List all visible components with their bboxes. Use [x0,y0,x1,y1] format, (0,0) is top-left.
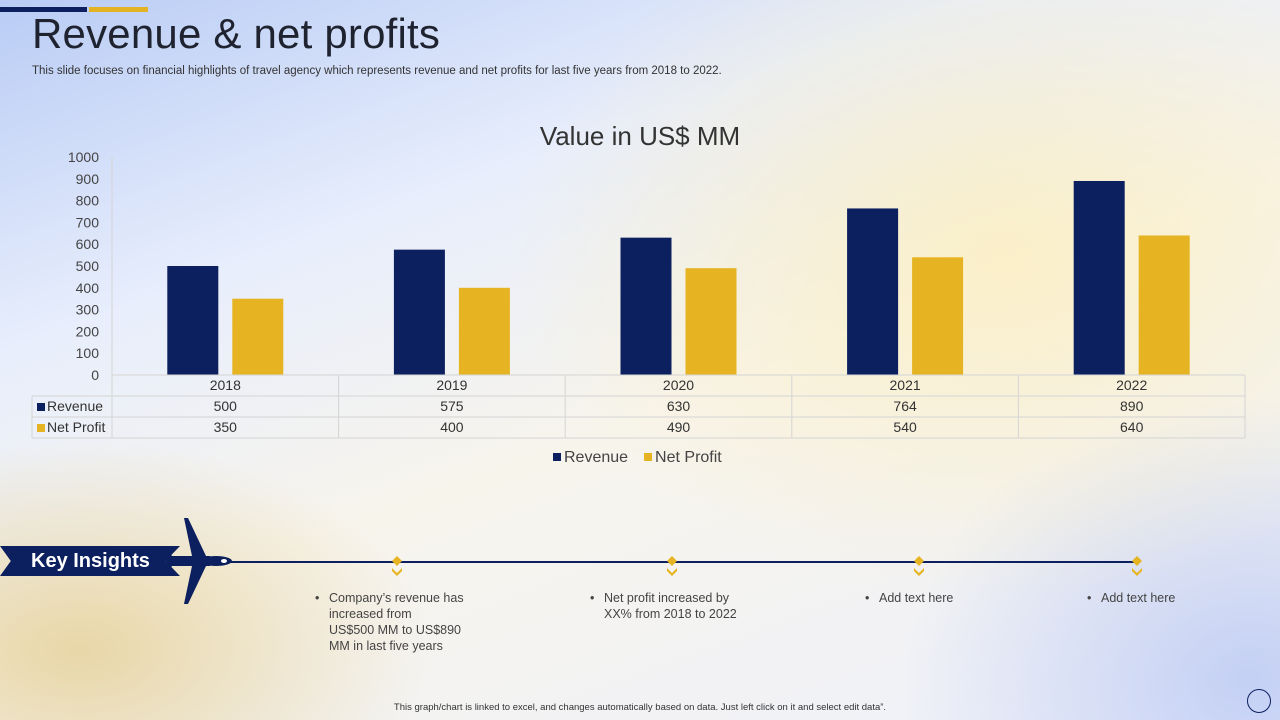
table-cell-revenue-2022: 890 [1120,398,1144,414]
top-accent-blue [0,7,87,12]
legend-key-net-profit [644,453,653,461]
legend-label-net-profit: Net Profit [655,449,722,466]
bar-net-profit-2020 [685,268,737,375]
category-label-2022: 2022 [1116,377,1147,393]
bar-revenue-2018 [167,266,219,375]
airplane-icon [162,518,232,604]
y-tick-label-7: 700 [76,214,100,230]
insight-2: • Net profit increased by XX% from 2018 … [590,591,737,621]
insight-1-line-4: MM in last five years [329,639,443,653]
category-label-2020: 2020 [663,377,694,393]
bar-revenue-2020 [620,237,672,375]
insight-2-line-1: Net profit increased by [604,591,730,605]
table-row-label-revenue: Revenue [47,398,103,414]
category-label-2021: 2021 [890,377,921,393]
bar-net-profit-2022 [1138,235,1190,375]
insight-1-line-2: increased from [329,607,412,621]
table-cell-net-profit-2018: 350 [214,419,238,435]
table-cell-net-profit-2019: 400 [440,419,464,435]
bar-revenue-2022 [1073,180,1125,375]
category-label-2018: 2018 [210,377,241,393]
top-accent-gold [89,7,148,12]
timeline-marker-3 [914,556,924,576]
insight-3-line-1: Add text here [879,591,954,605]
key-insights-banner: Key Insights [0,546,180,576]
y-tick-label-10: 1000 [68,149,99,165]
y-tick-label-2: 200 [76,323,100,339]
insight-4-line-1: Add text here [1101,591,1176,605]
table-key-revenue [37,403,45,411]
y-tick-label-9: 900 [76,171,100,187]
chart-title: Value in US$ MM [540,121,740,151]
table-cell-net-profit-2022: 640 [1120,419,1144,435]
page-subtitle: This slide focuses on financial highligh… [32,65,722,77]
timeline-marker-2 [667,556,677,576]
category-label-2019: 2019 [436,377,467,393]
insight-4: • Add text here [1087,591,1176,605]
insight-2-line-2: XX% from 2018 to 2022 [604,607,737,621]
table-cell-revenue-2018: 500 [214,398,238,414]
y-tick-label-5: 500 [76,258,100,274]
bar-net-profit-2021 [912,257,964,375]
table-key-net-profit [37,424,45,432]
timeline-line [225,561,1139,563]
y-tick-label-0: 0 [91,367,99,383]
page-indicator-circle [1247,689,1271,713]
insight-1-line-3: US$500 MM to US$890 [329,623,462,637]
bar-revenue-2019 [393,249,445,375]
legend-label-revenue: Revenue [564,449,628,466]
bar-net-profit-2018 [232,298,284,375]
y-tick-label-3: 300 [76,302,100,318]
page-title: Revenue & net profits [32,10,441,57]
revenue-profit-chart[interactable]: Value in US$ MM 0 100 200 300 400 500 600 700 800… [0,0,1280,480]
insight-3: • Add text here [865,591,954,605]
y-tick-label-4: 400 [76,280,100,296]
insight-1: • Company’s revenue has increased from U… [315,591,464,653]
bar-net-profit-2019 [458,287,510,375]
table-cell-revenue-2021: 764 [893,398,917,414]
table-cell-net-profit-2020: 490 [667,419,691,435]
y-tick-label-6: 600 [76,236,100,252]
table-cell-net-profit-2021: 540 [893,419,917,435]
bar-revenue-2021 [847,208,899,375]
y-tick-label-8: 800 [76,193,100,209]
insight-1-line-1: Company’s revenue has [329,591,464,605]
table-cell-revenue-2019: 575 [440,398,464,414]
timeline-marker-4 [1132,556,1142,576]
footer-note: This graph/chart is linked to excel, and… [393,702,887,713]
y-tick-label-1: 100 [76,345,100,361]
legend-key-revenue [553,453,561,461]
table-row-label-net-profit: Net Profit [47,419,105,435]
table-cell-revenue-2020: 630 [667,398,691,414]
timeline-marker-1 [392,556,402,576]
